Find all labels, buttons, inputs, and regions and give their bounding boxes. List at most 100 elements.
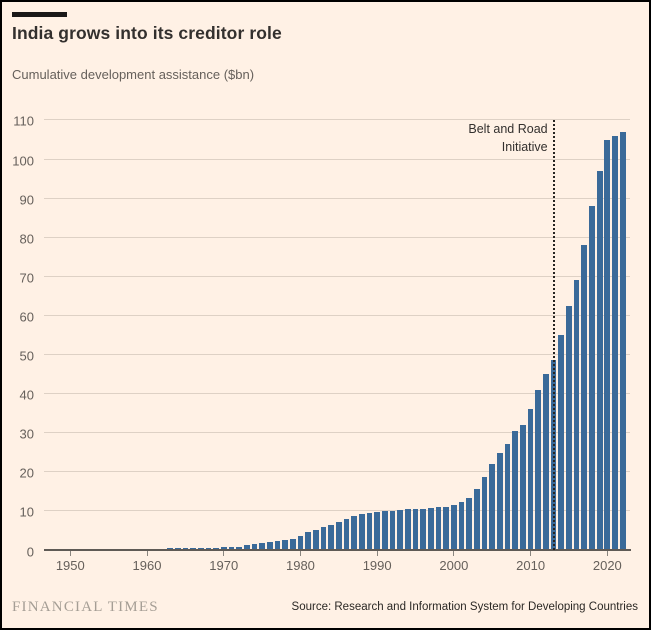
y-axis-label: 100 <box>12 153 34 169</box>
x-axis-tick <box>376 551 378 557</box>
bar <box>213 547 219 550</box>
gridline <box>44 393 630 395</box>
gridline <box>44 275 630 277</box>
bar <box>220 547 227 550</box>
x-axis-tick <box>223 551 225 557</box>
bar <box>351 516 357 550</box>
bar <box>489 463 496 550</box>
x-axis-tick <box>299 551 301 557</box>
gridline <box>44 510 630 512</box>
bar <box>451 505 457 550</box>
bar <box>512 431 519 550</box>
bar <box>289 538 296 550</box>
x-axis-tick <box>530 551 532 557</box>
bar <box>159 548 166 550</box>
bar <box>266 542 273 550</box>
gridline <box>44 197 630 199</box>
bar <box>405 509 411 550</box>
bar <box>197 547 204 550</box>
bar <box>412 508 419 550</box>
bar <box>543 374 549 550</box>
bar <box>274 540 281 550</box>
gridline <box>44 119 630 121</box>
bar <box>520 424 526 550</box>
bar <box>243 545 250 550</box>
bar <box>527 409 534 550</box>
bar <box>581 245 588 550</box>
bar <box>374 512 381 550</box>
bri-annotation-line: Belt and Road <box>468 122 548 136</box>
y-axis-label: 0 <box>26 544 34 559</box>
bar <box>282 539 288 550</box>
chart-footer: FINANCIAL TIMES Source: Research and Inf… <box>12 596 638 618</box>
ft-accent-bar <box>12 12 67 17</box>
bar <box>535 389 542 550</box>
bar <box>428 508 434 550</box>
bar <box>328 524 334 550</box>
bar <box>382 511 388 550</box>
gridline <box>44 354 630 356</box>
bar <box>596 170 603 550</box>
bar <box>259 543 265 550</box>
bar <box>228 547 235 550</box>
bar <box>397 509 404 550</box>
y-axis-label: 80 <box>19 231 34 247</box>
bar <box>573 280 580 550</box>
bar <box>558 334 565 550</box>
bar <box>466 498 473 550</box>
chart-subtitle: Cumulative development assistance ($bn) <box>12 67 255 82</box>
y-axis-label: 50 <box>19 348 34 364</box>
y-axis-label: 110 <box>13 113 34 129</box>
bar <box>305 532 311 550</box>
y-axis-label: 90 <box>19 192 34 208</box>
x-axis-tick <box>453 551 455 557</box>
x-axis-tick <box>606 551 608 557</box>
bri-divider-line <box>552 119 555 550</box>
x-axis-label: 1980 <box>285 558 315 573</box>
bar <box>458 502 465 550</box>
y-axis-label: 30 <box>19 426 34 442</box>
x-axis-label: 1950 <box>55 558 85 573</box>
bri-annotation: Belt and Road Initiative <box>348 121 548 157</box>
bar <box>481 476 488 550</box>
bar <box>358 514 365 550</box>
bar <box>343 518 350 550</box>
y-axis-label: 10 <box>19 504 34 520</box>
bar <box>443 506 450 550</box>
bar <box>420 508 427 550</box>
x-axis-label: 2000 <box>439 558 469 573</box>
x-axis-label: 1970 <box>209 558 239 573</box>
x-axis-tick <box>69 551 71 557</box>
bar <box>167 548 173 550</box>
bar <box>497 453 503 550</box>
bar <box>619 131 626 550</box>
bar <box>589 205 595 550</box>
bar <box>236 546 242 550</box>
y-axis-label: 60 <box>19 309 34 325</box>
gridline <box>44 471 630 473</box>
bar <box>297 536 304 550</box>
y-axis-label: 40 <box>19 387 34 403</box>
bar <box>389 510 396 550</box>
bar <box>251 544 258 550</box>
gridline <box>44 158 630 160</box>
bar <box>190 548 196 550</box>
bar <box>366 513 373 550</box>
x-axis-tick <box>146 551 148 557</box>
x-axis-label: 2020 <box>592 558 622 573</box>
gridline <box>44 236 630 238</box>
bar <box>312 529 319 550</box>
x-axis-line <box>44 549 631 551</box>
y-axis-label: 20 <box>19 465 34 481</box>
bar <box>335 522 342 550</box>
bar <box>504 443 511 550</box>
bar <box>604 139 611 550</box>
bar <box>205 547 212 550</box>
bar <box>182 548 189 550</box>
bar <box>474 488 480 550</box>
bar <box>435 507 442 550</box>
x-axis-label: 2010 <box>516 558 546 573</box>
bar <box>566 305 572 550</box>
